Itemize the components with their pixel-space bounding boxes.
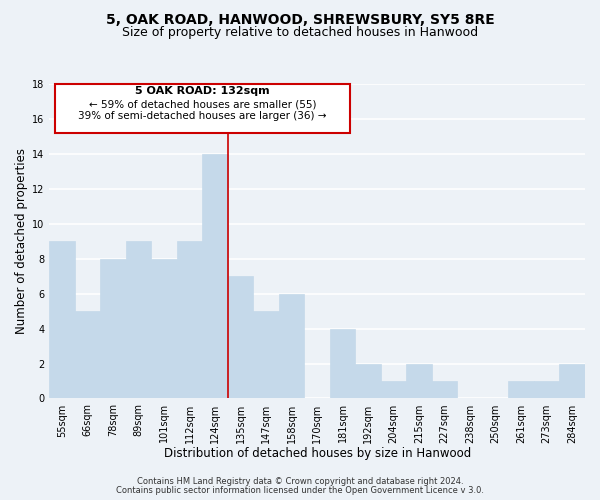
Y-axis label: Number of detached properties: Number of detached properties	[15, 148, 28, 334]
Bar	[508, 381, 534, 398]
Bar	[228, 276, 253, 398]
Bar	[177, 241, 202, 398]
Text: Contains HM Land Registry data © Crown copyright and database right 2024.: Contains HM Land Registry data © Crown c…	[137, 477, 463, 486]
FancyBboxPatch shape	[55, 84, 350, 133]
Text: Contains public sector information licensed under the Open Government Licence v : Contains public sector information licen…	[116, 486, 484, 495]
Bar	[279, 294, 304, 399]
Bar	[253, 311, 279, 398]
Bar	[406, 364, 432, 398]
X-axis label: Distribution of detached houses by size in Hanwood: Distribution of detached houses by size …	[164, 447, 471, 460]
Text: 39% of semi-detached houses are larger (36) →: 39% of semi-detached houses are larger (…	[78, 112, 326, 122]
Text: Size of property relative to detached houses in Hanwood: Size of property relative to detached ho…	[122, 26, 478, 39]
Text: 5 OAK ROAD: 132sqm: 5 OAK ROAD: 132sqm	[135, 86, 270, 96]
Bar	[100, 258, 126, 398]
Bar	[75, 311, 100, 398]
Bar	[330, 328, 355, 398]
Bar	[202, 154, 228, 398]
Text: ← 59% of detached houses are smaller (55): ← 59% of detached houses are smaller (55…	[89, 99, 316, 109]
Bar	[534, 381, 559, 398]
Bar	[126, 241, 151, 398]
Bar	[559, 364, 585, 398]
Bar	[151, 258, 177, 398]
Bar	[381, 381, 406, 398]
Bar	[49, 241, 75, 398]
Text: 5, OAK ROAD, HANWOOD, SHREWSBURY, SY5 8RE: 5, OAK ROAD, HANWOOD, SHREWSBURY, SY5 8R…	[106, 12, 494, 26]
Bar	[432, 381, 457, 398]
Bar	[355, 364, 381, 398]
